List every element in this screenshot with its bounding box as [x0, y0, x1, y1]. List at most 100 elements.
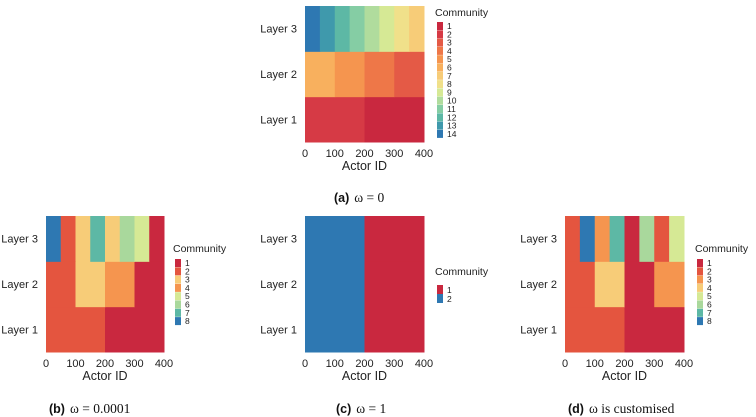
panel-caption: (d) ω is customised [568, 401, 675, 416]
legend-swatch [437, 38, 443, 47]
heatmap-cell [305, 51, 336, 98]
row-label: Layer 1 [260, 324, 297, 336]
heatmap-cell [394, 6, 410, 52]
legend-swatch [697, 283, 703, 292]
heatmap-cell [364, 51, 395, 98]
caption-text: ω = 0.0001 [70, 401, 130, 416]
heatmap-cell [349, 6, 365, 52]
x-tick-label: 200 [355, 148, 373, 160]
legend-title: Community [695, 243, 749, 255]
legend-label: 10 [447, 96, 457, 106]
legend-label: 6 [185, 300, 190, 310]
legend-swatch [697, 300, 703, 309]
legend-swatch [437, 55, 443, 64]
legend-swatch [437, 285, 443, 294]
heatmap-cell [305, 306, 365, 353]
heatmap-cell [319, 6, 336, 52]
legend-label: 14 [447, 129, 457, 139]
panel-b: Layer 1 Layer 2 Layer 3 0 100 200 300 400 Actor … [1, 216, 227, 416]
row-label: Layer 3 [1, 234, 38, 246]
heatmap-cell [669, 216, 685, 262]
heatmap-cell [334, 51, 365, 98]
row-label: Layer 2 [520, 279, 557, 291]
caption-label: (b) [49, 402, 65, 416]
legend-swatch [437, 71, 443, 80]
legend-label: 13 [447, 121, 457, 131]
row-label: Layer 2 [1, 279, 38, 291]
legend-label: 1 [707, 258, 712, 268]
row-label: Layer 3 [260, 234, 297, 246]
x-tick-label: 100 [66, 358, 84, 370]
caption-text: ω = 1 [356, 401, 386, 416]
legend-label: 7 [707, 308, 712, 318]
legend-label: 8 [707, 316, 712, 326]
heatmap-cell [624, 306, 685, 353]
legend-swatch [437, 294, 443, 303]
legend-swatch [437, 30, 443, 39]
x-tick-label: 300 [385, 358, 403, 370]
legend-label: 11 [447, 104, 456, 114]
legend-label: 6 [707, 300, 712, 310]
heatmap-cell [364, 96, 425, 143]
caption-label: (c) [336, 402, 351, 416]
heatmap-cell [639, 216, 655, 262]
row-label: Layer 2 [260, 69, 297, 81]
row-label: Layer 1 [260, 114, 297, 126]
x-tick-label: 400 [415, 358, 433, 370]
legend-label: 1 [185, 258, 190, 268]
legend-swatch [175, 259, 181, 267]
heatmap-cell [364, 216, 425, 262]
panel-caption: (a) ω = 0 [334, 190, 385, 205]
heatmap-cell [409, 6, 425, 52]
row-label: Layer 3 [520, 234, 557, 246]
heatmap-cell [105, 306, 165, 353]
legend-label: 5 [185, 291, 190, 301]
heatmap-cell [565, 216, 581, 262]
x-tick-label: 200 [615, 358, 633, 370]
legend-swatch [437, 121, 443, 130]
heatmap-cell [334, 6, 351, 52]
heatmap-cell [134, 261, 165, 308]
heatmap-cell [149, 216, 165, 262]
x-tick-label: 100 [586, 358, 604, 370]
x-tick-label: 400 [675, 358, 693, 370]
row-label: Layer 2 [260, 279, 297, 291]
x-tick-label: 400 [415, 148, 433, 160]
x-tick-label: 400 [155, 358, 173, 370]
panel-a: Layer 1 Layer 2 Layer 3 0 100 200 300 400 Actor … [260, 6, 489, 205]
x-axis-title: Actor ID [602, 369, 647, 383]
row-label: Layer 1 [1, 324, 38, 336]
heatmap-cell [565, 261, 596, 308]
heatmap-cell [75, 261, 106, 308]
x-tick-label: 200 [355, 358, 373, 370]
legend-swatch [697, 308, 703, 317]
panel-caption: (b) ω = 0.0001 [49, 401, 130, 416]
legend-label: 4 [185, 283, 190, 293]
legend-swatch [437, 63, 443, 72]
legend-label: 2 [447, 29, 452, 39]
heatmap-cell [105, 261, 135, 308]
x-tick-label: 0 [302, 358, 308, 370]
x-tick-label: 300 [125, 358, 143, 370]
heatmap-cell [90, 216, 106, 262]
legend-label: 2 [185, 266, 190, 276]
heatmap-cell [364, 6, 380, 52]
legend-label: 2 [447, 294, 452, 304]
heatmap-cell [305, 261, 365, 308]
legend-label: 5 [707, 291, 712, 301]
caption-label: (a) [334, 191, 349, 205]
caption-label: (d) [568, 402, 584, 416]
heatmap-cell [594, 261, 625, 308]
legend-label: 3 [447, 38, 452, 48]
heatmap-cell [379, 6, 395, 52]
legend-swatch [437, 105, 443, 113]
heatmap-cell [579, 216, 596, 262]
legend-label: 7 [447, 71, 452, 81]
legend-swatch [697, 275, 703, 284]
legend-label: 9 [447, 87, 452, 97]
legend-label: 1 [447, 21, 452, 31]
heatmap-cell [624, 261, 655, 308]
panel-c: Layer 1 Layer 2 Layer 3 0 100 200 300 400 Actor … [260, 216, 489, 416]
heatmap-cell [46, 306, 106, 353]
x-tick-label: 300 [385, 148, 403, 160]
